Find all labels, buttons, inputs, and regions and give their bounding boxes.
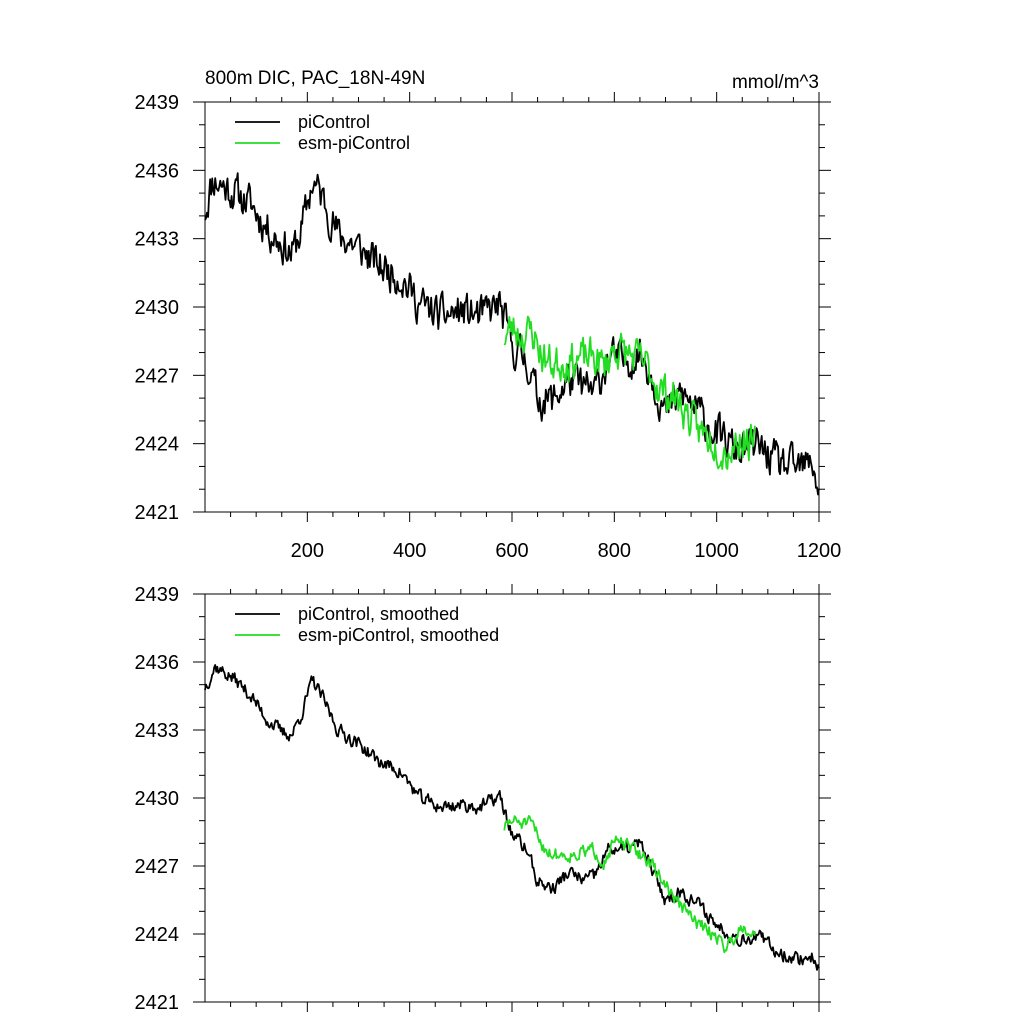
chart-panel-2: 2421 2424 2427 2430 2433 2436 2439 piControl, s… xyxy=(135,584,831,1014)
series-line-1 xyxy=(204,172,820,496)
series-line-2 xyxy=(503,815,756,954)
x-tick-label: 1200 xyxy=(797,540,842,562)
chart-units: mmol/m^3 xyxy=(732,72,819,93)
x-tick-label: 1000 xyxy=(694,540,739,562)
y-tick-label: 2430 xyxy=(135,297,180,319)
y-tick-label: 2439 xyxy=(135,92,180,114)
y-tick-label: 2424 xyxy=(135,434,180,456)
chart-panel-1: 2421 2424 2427 2430 2433 2436 2439 200 400 600 800… xyxy=(135,68,842,562)
y-tick-label: 2433 xyxy=(135,229,180,251)
x-tick-label: 200 xyxy=(291,540,324,562)
y-tick-label: 2436 xyxy=(135,160,180,182)
plot-frame xyxy=(204,593,820,1003)
y-tick-label: 2427 xyxy=(135,856,180,878)
legend-label-2: esm-piControl xyxy=(298,133,410,153)
series-line-1 xyxy=(204,664,820,971)
y-tick-label: 2439 xyxy=(135,584,180,606)
y-tick-label: 2427 xyxy=(135,365,180,387)
series-line-2 xyxy=(503,315,756,470)
y-tick-label: 2433 xyxy=(135,720,180,742)
x-tick-label: 800 xyxy=(598,540,631,562)
y-tick-label: 2424 xyxy=(135,924,180,946)
y-tick-label: 2421 xyxy=(135,502,180,524)
legend-label-2: esm-piControl, smoothed xyxy=(298,625,499,645)
y-tick-label: 2430 xyxy=(135,788,180,810)
legend-label-1: piControl, smoothed xyxy=(298,604,459,624)
y-tick-label: 2421 xyxy=(135,992,180,1014)
legend-label-1: piControl xyxy=(298,112,370,132)
x-tick-label: 400 xyxy=(393,540,426,562)
chart-title: 800m DIC, PAC_18N-49N xyxy=(205,68,425,89)
x-tick-label: 600 xyxy=(495,540,528,562)
y-tick-label: 2436 xyxy=(135,652,180,674)
